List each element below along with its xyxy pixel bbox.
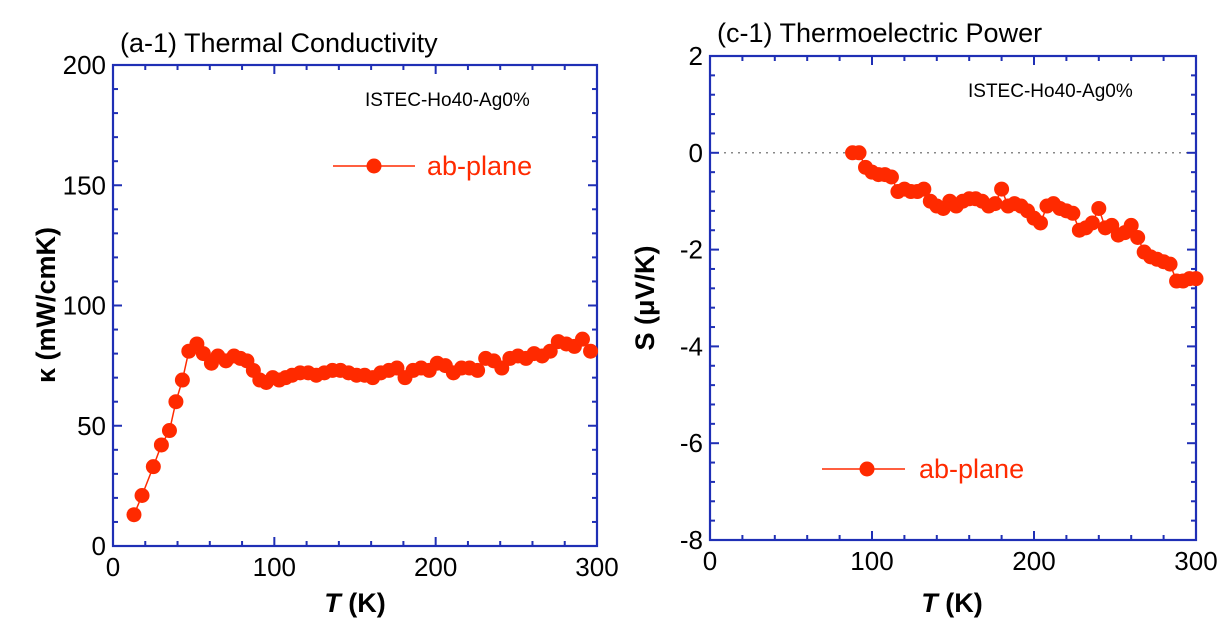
data-point	[1130, 230, 1146, 245]
legend-marker	[859, 461, 875, 477]
x-tick-label: 100	[253, 552, 296, 582]
y-tick-label: 100	[63, 291, 106, 321]
series-line	[133, 338, 592, 515]
data-point	[126, 507, 142, 523]
y-axis-label: S (μV/K)	[630, 245, 660, 350]
data-point	[1123, 217, 1139, 233]
x-tick-label: 0	[106, 552, 120, 582]
x-tick-label: 300	[1174, 546, 1217, 576]
plot-frame	[111, 63, 599, 548]
sample-label: ISTEC-Ho40-Ag0%	[968, 81, 1133, 102]
y-tick-label: -4	[680, 331, 703, 361]
y-tick-label: 0	[92, 531, 106, 561]
data-point	[987, 196, 1003, 212]
data-point	[883, 169, 899, 185]
data-point	[1084, 215, 1100, 231]
data-point	[174, 372, 190, 388]
legend-label: ab-plane	[919, 454, 1024, 484]
x-axis-label-variable: T	[921, 588, 940, 618]
legend-marker	[366, 158, 382, 174]
data-point	[134, 487, 150, 503]
x-tick-label: 0	[703, 546, 717, 576]
x-tick-label: 200	[1012, 546, 1055, 576]
x-tick-label: 200	[414, 552, 457, 582]
y-tick-label: -6	[680, 428, 703, 458]
x-axis-label-unit: (K)	[938, 588, 983, 618]
x-axis-label: T (K)	[921, 588, 982, 618]
data-point	[161, 423, 177, 439]
y-tick-label: -8	[680, 525, 703, 555]
thermal-conductivity-panel: (a-1) Thermal Conductivity ISTEC-Ho40-Ag…	[31, 28, 619, 618]
y-tick-label: 2	[689, 41, 703, 71]
data-point	[1032, 215, 1048, 231]
chart-title: (c-1) Thermoelectric Power	[717, 18, 1042, 48]
data-point	[168, 394, 184, 410]
sample-label: ISTEC-Ho40-Ag0%	[365, 90, 530, 111]
y-tick-label: 150	[63, 170, 106, 200]
thermoelectric-power-panel: (c-1) Thermoelectric Power ISTEC-Ho40-Ag…	[630, 18, 1218, 618]
data-point	[1065, 205, 1081, 221]
data-point	[153, 437, 169, 453]
data-point	[1188, 271, 1204, 287]
data-point	[583, 343, 599, 359]
legend: ab-plane	[822, 454, 1024, 484]
y-tick-label: 0	[689, 138, 703, 168]
data-point	[1162, 256, 1178, 272]
y-tick-label: 200	[63, 50, 106, 80]
x-tick-label: 300	[575, 552, 618, 582]
plot-frame	[708, 54, 1198, 542]
legend: ab-plane	[333, 151, 532, 181]
y-tick-label: 50	[77, 411, 106, 441]
data-point	[851, 145, 867, 161]
legend-label: ab-plane	[427, 151, 532, 181]
y-axis-label: κ (mW/cmK)	[31, 227, 61, 383]
data-point	[145, 459, 161, 475]
data-point	[916, 181, 932, 197]
data-point	[574, 331, 590, 347]
x-axis-label-variable: T	[324, 588, 343, 618]
data-point	[1091, 200, 1107, 216]
chart-title: (a-1) Thermal Conductivity	[120, 28, 438, 58]
x-axis-label-unit: (K)	[341, 588, 386, 618]
x-tick-label: 100	[850, 546, 893, 576]
data-point	[994, 181, 1010, 197]
x-axis-label: T (K)	[324, 588, 385, 618]
y-tick-label: -2	[680, 235, 703, 265]
data-point	[470, 362, 486, 378]
